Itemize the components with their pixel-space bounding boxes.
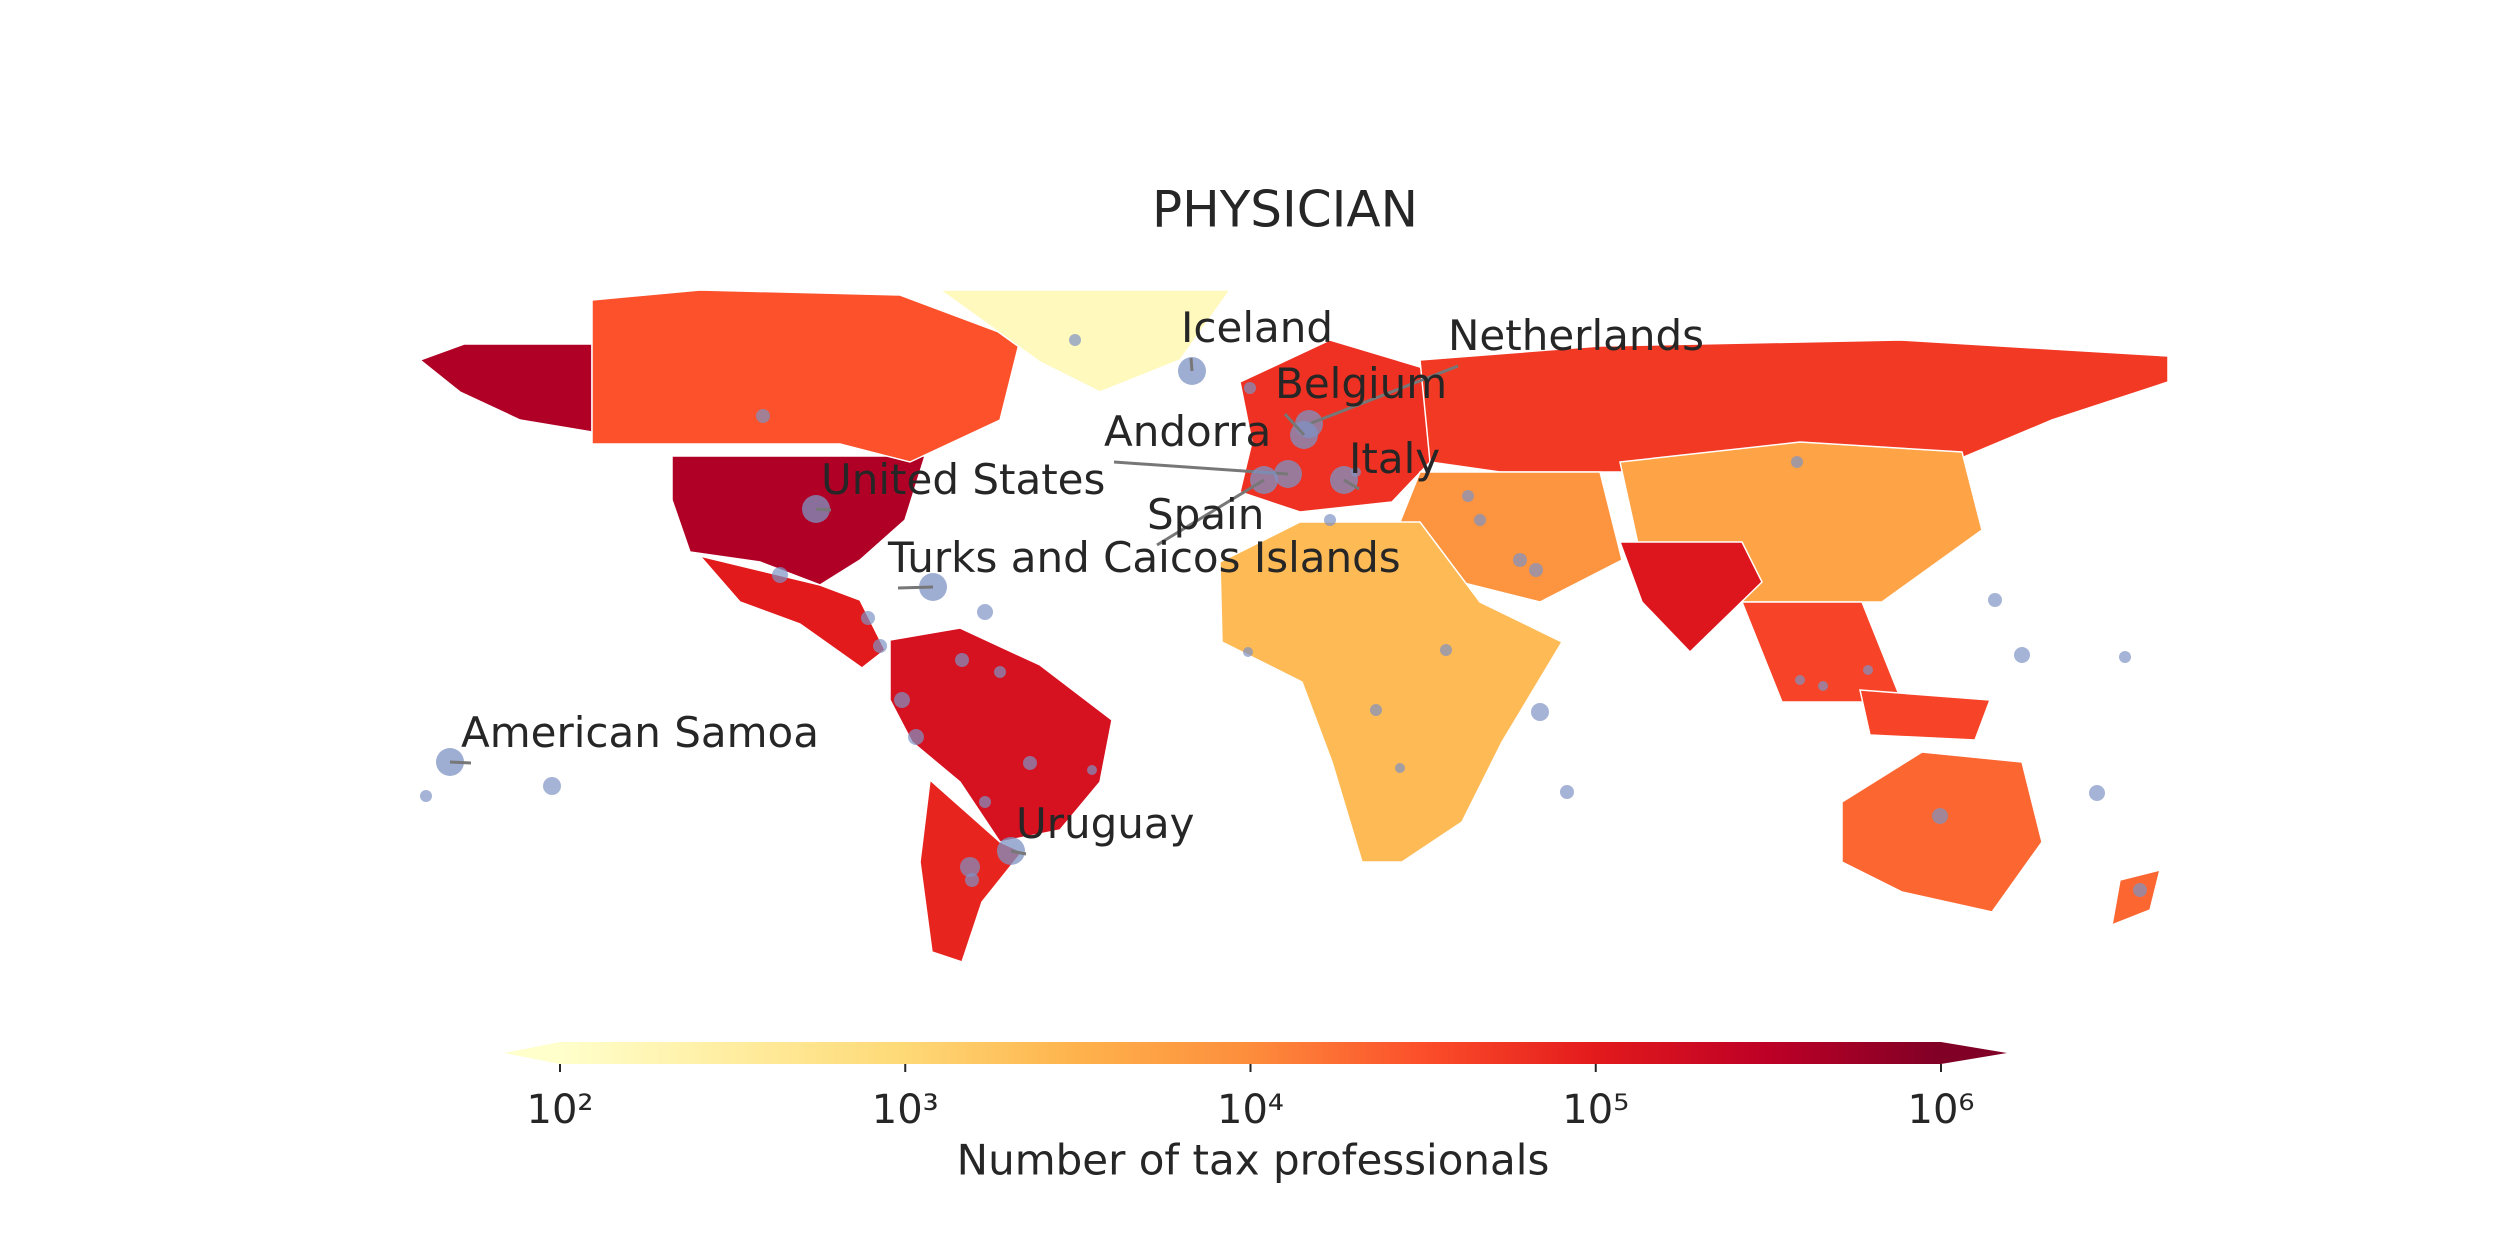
dot [1791,456,1803,468]
dot [1818,681,1828,691]
annotation-label: American Samoa [461,708,819,757]
colorbar-gradient [560,1042,1941,1064]
dot [1370,704,1382,716]
dot [1243,647,1253,657]
dot [2014,647,2030,663]
dot [756,409,770,423]
colorbar-low-extend [504,1042,560,1064]
annotation-label: Andorra [1104,407,1271,456]
annotation-arrow [1283,412,1306,437]
dot [1395,763,1405,773]
dot [1932,808,1948,824]
colorbar-label: Number of tax professionals [957,1136,1550,1185]
dot [1513,553,1527,567]
dot [2119,651,2131,663]
colorbar-high-extend [1941,1042,2007,1064]
dot [543,777,561,795]
annotation-arrow [1189,357,1194,372]
colorbar-tick-label: 10⁴ [1217,1087,1284,1133]
dot [1440,644,1452,656]
dot [1474,514,1486,526]
region [937,289,1232,393]
region [2111,868,2162,927]
region [591,289,1021,463]
dot [1087,765,1097,775]
annotation-arrow [1010,849,1027,856]
dot [965,873,979,887]
dot [894,692,910,708]
dot [1324,514,1336,526]
annotation-label: Netherlands [1448,311,1704,360]
region [1618,541,1763,654]
annotation-label: Spain [1147,490,1264,539]
chart-title: PHYSICIAN [1152,181,1418,239]
dot [1023,756,1037,770]
annotation-label: United States [821,455,1105,504]
dot [1244,382,1256,394]
region [418,343,593,433]
region [1219,521,1564,863]
annotation-arrow [815,507,832,512]
colorbar-tick-label: 10³ [872,1087,939,1133]
dot [1462,490,1474,502]
dot [1069,334,1081,346]
dot [908,729,924,745]
annotation-label: Italy [1349,434,1440,483]
dot [960,857,980,877]
annotation-label: Turks and Caicos Islands [887,533,1401,582]
colorbar-tick-label: 10⁵ [1562,1087,1629,1133]
dot [2089,785,2105,801]
region [1419,339,2169,473]
annotation-label: Belgium [1275,359,1447,408]
dot [1863,665,1873,675]
scatter-dots [420,334,2147,897]
colorbar: 10² 10³ 10⁴ 10⁵ 10⁶ Number of tax professiona… [504,1042,2007,1185]
annotation-arrow [1156,478,1265,547]
region [1841,751,2043,913]
annotation-arrow [1343,478,1360,491]
dot [979,796,991,808]
region [889,627,1113,843]
annotation-label: Iceland [1181,303,1333,352]
dot [994,666,1006,678]
dot [1529,563,1543,577]
dot [1988,593,2002,607]
annotation-arrow [449,760,472,765]
dot [1560,785,1574,799]
region [697,554,886,669]
dot [772,567,788,583]
dot [977,604,993,620]
dot [2133,883,2147,897]
annotation-label: Uruguay [1016,799,1195,848]
dot [1531,703,1549,721]
dot [420,790,432,802]
colorbar-tick-label: 10² [527,1087,594,1133]
dot [1795,675,1805,685]
dot [955,653,969,667]
colorbar-tick-label: 10⁶ [1908,1087,1975,1133]
dot [873,639,887,653]
dot [861,611,875,625]
region [1859,689,1992,741]
annotation-arrow [1308,364,1459,426]
annotation-arrow [897,585,934,590]
